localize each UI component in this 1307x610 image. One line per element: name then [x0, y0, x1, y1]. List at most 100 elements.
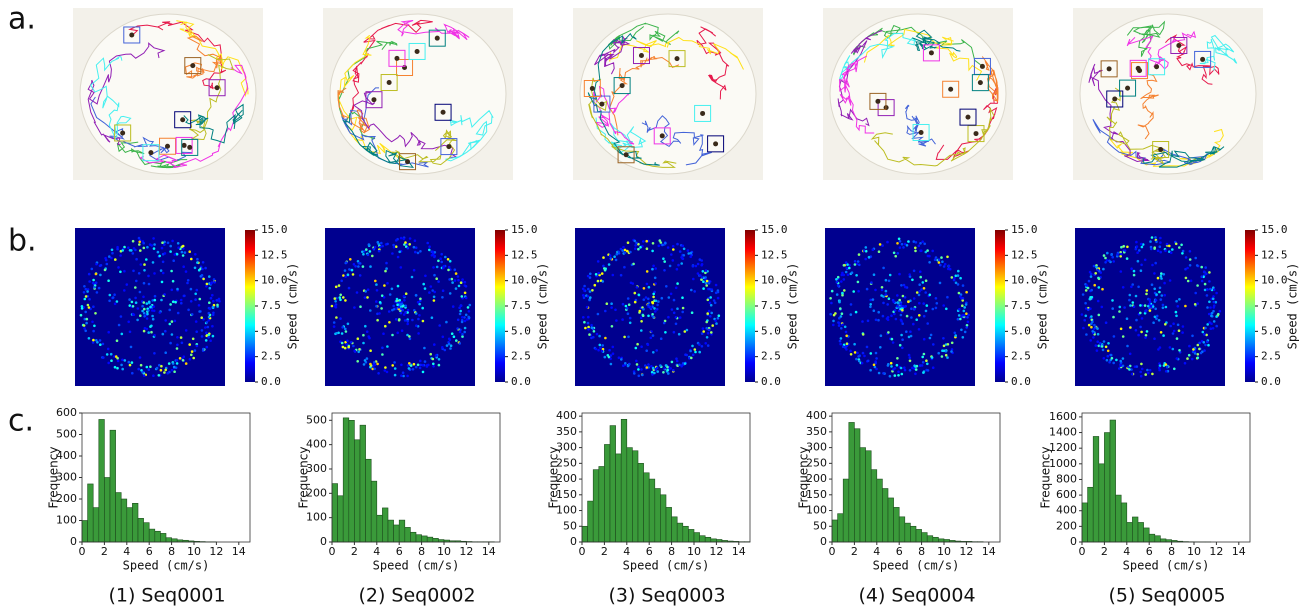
speed-dot: [450, 277, 454, 281]
speed-dot: [672, 330, 676, 334]
speed-dot: [435, 265, 439, 269]
trajectory: [1126, 20, 1166, 57]
speed-dot: [582, 316, 585, 319]
speed-dot: [625, 307, 629, 310]
x-tick-label: 12: [209, 545, 223, 558]
speed-dot: [383, 284, 386, 287]
speed-dot: [914, 249, 917, 253]
x-tick-label: 6: [896, 545, 903, 558]
speed-dot: [662, 371, 665, 374]
speed-dot: [399, 303, 402, 306]
speed-dot: [155, 366, 159, 370]
speed-dot: [142, 246, 146, 250]
speed-dot: [651, 249, 654, 253]
speed-dot: [634, 298, 638, 302]
speed-dot: [171, 362, 175, 365]
bar: [915, 529, 922, 543]
colorbar-tick-label: 7.5: [511, 299, 531, 312]
speed-dot: [934, 297, 938, 300]
speed-dot: [645, 239, 648, 243]
speed-dot: [195, 330, 198, 334]
speed-dot: [180, 301, 183, 305]
speed-dot: [408, 243, 412, 246]
speed-dot: [664, 331, 667, 334]
speed-dot: [647, 366, 650, 369]
speed-dot: [145, 317, 149, 320]
speed-dot: [920, 249, 923, 252]
speed-dot: [163, 252, 167, 255]
bar: [870, 469, 878, 543]
speed-dot: [1204, 326, 1207, 330]
speed-dot: [108, 293, 112, 297]
speed-dot: [105, 353, 109, 356]
speed-dot: [1097, 286, 1101, 289]
speed-dot: [590, 336, 593, 340]
speed-dot: [1087, 279, 1091, 283]
speed-dot: [596, 279, 600, 283]
x-tick-label: 0: [1079, 545, 1086, 558]
detection-box: [912, 123, 930, 141]
bar: [898, 516, 906, 543]
speed-dot: [930, 356, 934, 359]
speed-dot: [629, 250, 632, 254]
speed-dot: [884, 289, 888, 293]
speed-dot: [835, 293, 839, 296]
speed-dot: [376, 312, 379, 316]
speed-dot: [1190, 357, 1194, 361]
bar: [1160, 538, 1167, 543]
speed-dot: [882, 295, 885, 298]
speed-dot: [413, 239, 417, 242]
speed-dot: [167, 362, 171, 365]
speed-dot: [1119, 270, 1123, 273]
x-tick-label: 8: [1168, 545, 1175, 558]
speed-dot: [640, 329, 643, 332]
speed-dot: [1184, 304, 1187, 308]
speed-dot: [1176, 305, 1180, 308]
speed-dot: [181, 244, 185, 248]
animal: [1158, 147, 1164, 153]
speed-dot: [142, 281, 146, 285]
speed-dot: [195, 288, 199, 292]
speed-dot: [627, 303, 631, 307]
speed-dot: [1129, 326, 1132, 329]
speed-dot: [433, 255, 436, 259]
speed-dot: [123, 245, 126, 249]
trajectory: [1199, 34, 1238, 72]
y-tick-label: 400: [56, 449, 77, 462]
speed-dot: [882, 372, 885, 375]
speed-dot: [85, 317, 89, 321]
speed-dot: [341, 326, 345, 329]
y-tick-label: 400: [806, 409, 827, 422]
speed-dot: [1162, 334, 1165, 337]
animal: [1154, 64, 1160, 70]
speed-dot: [369, 349, 372, 353]
speed-dot: [204, 339, 208, 342]
colorbar-tick-label: 5.0: [1261, 324, 1281, 337]
bar: [109, 429, 116, 543]
speed-dot: [334, 300, 337, 303]
speed-dot: [947, 264, 951, 268]
speed-dot: [164, 329, 167, 333]
speed-dot: [1132, 269, 1136, 273]
speed-dot: [1085, 284, 1089, 287]
speed-dot: [882, 266, 885, 270]
speed-dot: [387, 310, 391, 313]
speed-dot: [856, 260, 860, 263]
detection-box: [971, 74, 989, 92]
speed-dot: [896, 242, 899, 245]
speed-dot: [433, 343, 436, 346]
speed-dot: [866, 319, 870, 323]
speed-dot: [171, 300, 175, 304]
speed-dot: [914, 246, 917, 250]
speed-dot: [402, 237, 406, 241]
speed-dot: [127, 246, 130, 249]
speed-dot: [211, 293, 214, 297]
speed-dot: [874, 318, 878, 322]
speed-dot: [841, 291, 844, 295]
speed-dot: [170, 320, 174, 323]
speed-dot: [358, 262, 362, 265]
speed-dot: [200, 335, 204, 338]
speed-dot: [87, 306, 91, 309]
speed-dot: [1104, 345, 1108, 349]
speed-dot: [1152, 321, 1155, 325]
